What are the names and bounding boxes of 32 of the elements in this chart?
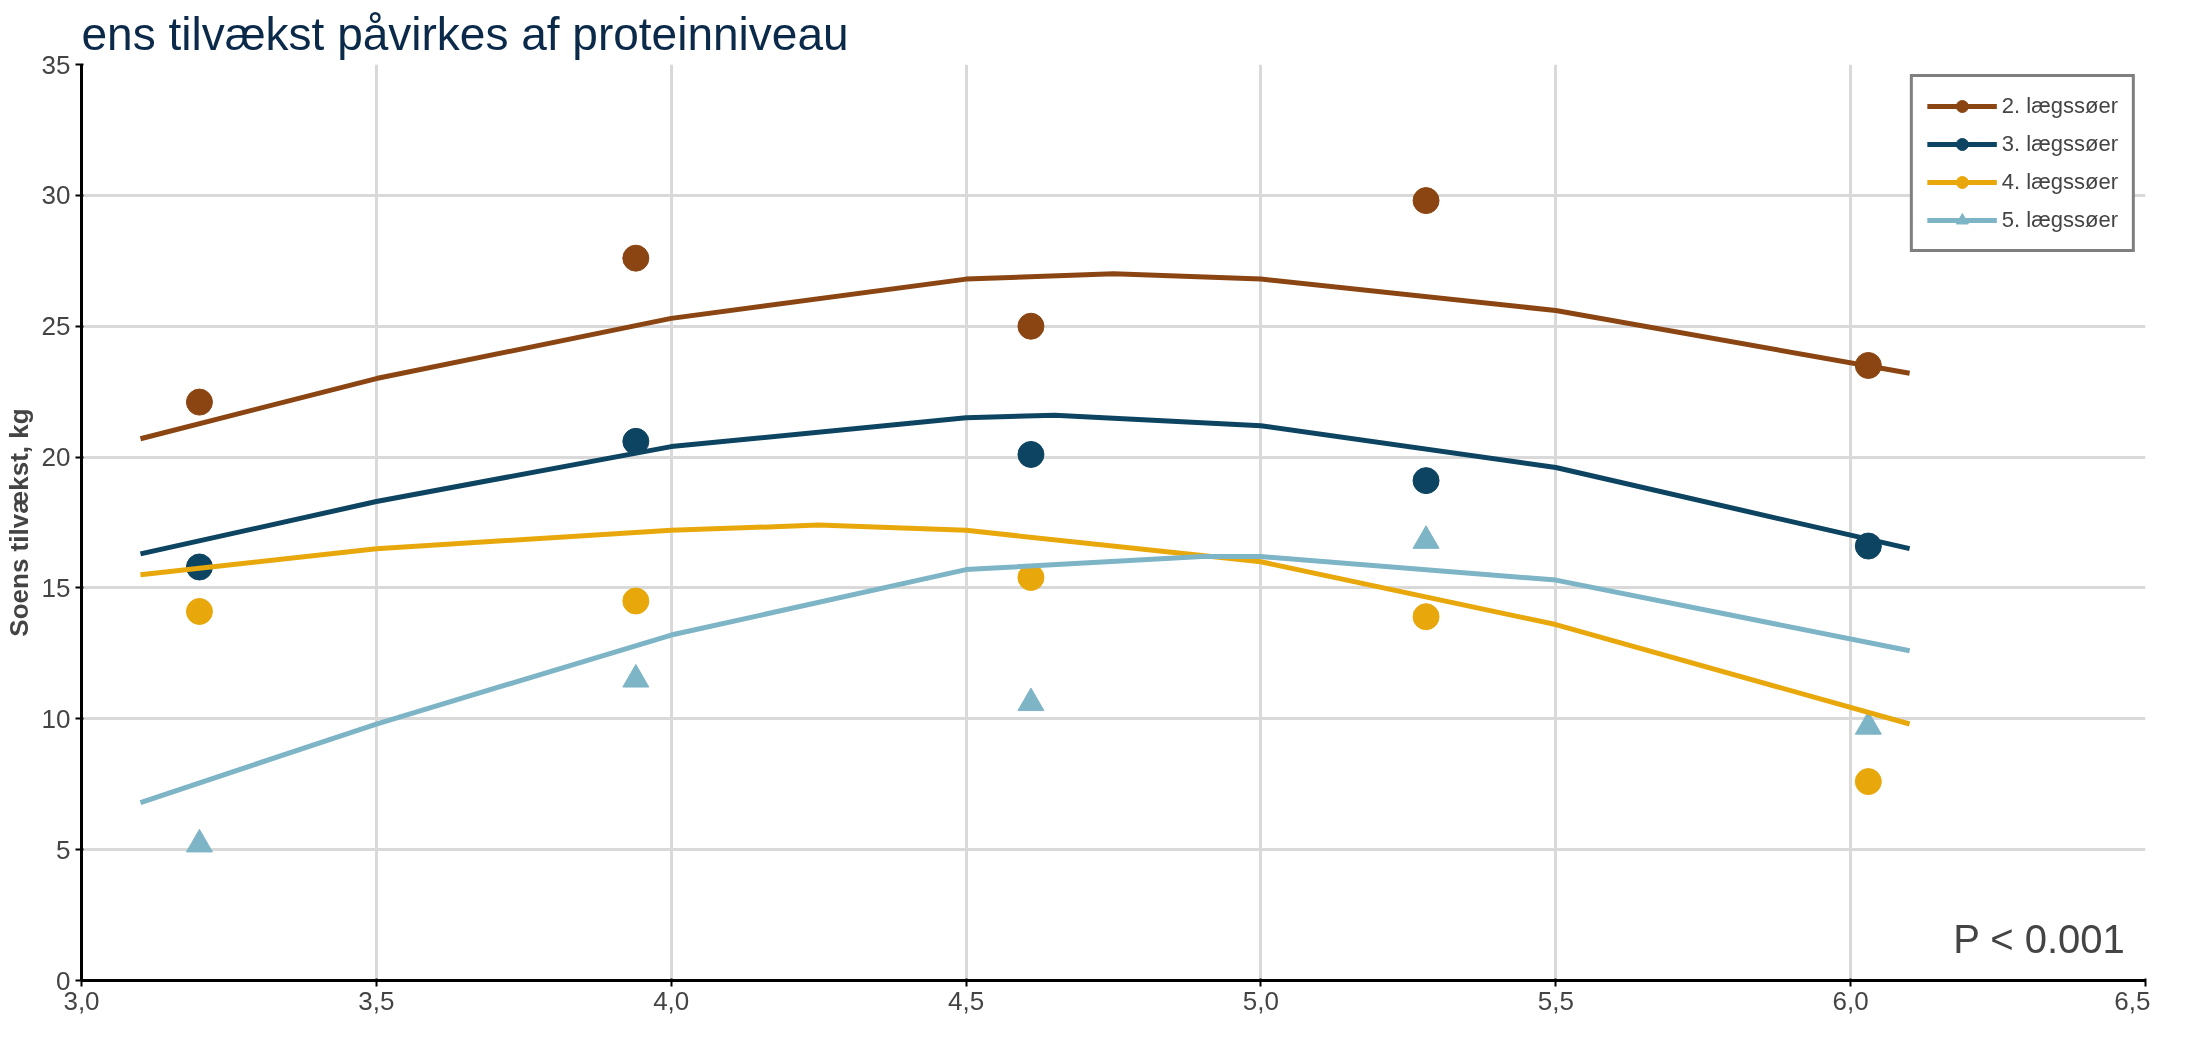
legend-label: 5. lægssøer — [2001, 207, 2118, 233]
point — [185, 388, 213, 416]
legend-label: 2. lægssøer — [2001, 93, 2118, 119]
point — [1412, 187, 1440, 215]
y-tick-label: 15 — [41, 572, 71, 603]
x-tick-label: 6,0 — [1832, 985, 1869, 1016]
annotation: P < 0.001 — [1953, 916, 2125, 961]
point — [1854, 768, 1882, 796]
point — [1412, 467, 1440, 495]
x-tick-label: 6,5 — [2114, 985, 2151, 1016]
x-tick-label: 5,0 — [1242, 985, 1280, 1016]
point — [1412, 603, 1440, 631]
point — [185, 598, 213, 625]
x-tick-label: 4,5 — [948, 985, 985, 1016]
y-tick-label: 20 — [41, 442, 71, 473]
chart-title: ens tilvækst påvirkes af proteinniveau — [81, 7, 849, 60]
point — [622, 427, 650, 455]
y-tick-label: 25 — [41, 311, 71, 342]
y-tick-label: 5 — [56, 834, 71, 865]
point — [1017, 440, 1045, 468]
x-tick-label: 3,5 — [358, 985, 395, 1016]
legend-label: 4. lægssøer — [2001, 169, 2118, 195]
y-axis-title: Soens tilvækst, kg — [3, 408, 34, 637]
point — [622, 587, 650, 615]
x-tick-label: 4,0 — [653, 985, 690, 1016]
y-tick-label: 35 — [41, 49, 71, 80]
y-tick-label: 30 — [41, 180, 71, 211]
point — [622, 244, 650, 272]
x-tick-label: 5,5 — [1537, 985, 1574, 1016]
y-tick-label: 10 — [41, 703, 71, 734]
legend-label: 3. lægssøer — [2001, 131, 2118, 157]
point — [1017, 312, 1045, 340]
